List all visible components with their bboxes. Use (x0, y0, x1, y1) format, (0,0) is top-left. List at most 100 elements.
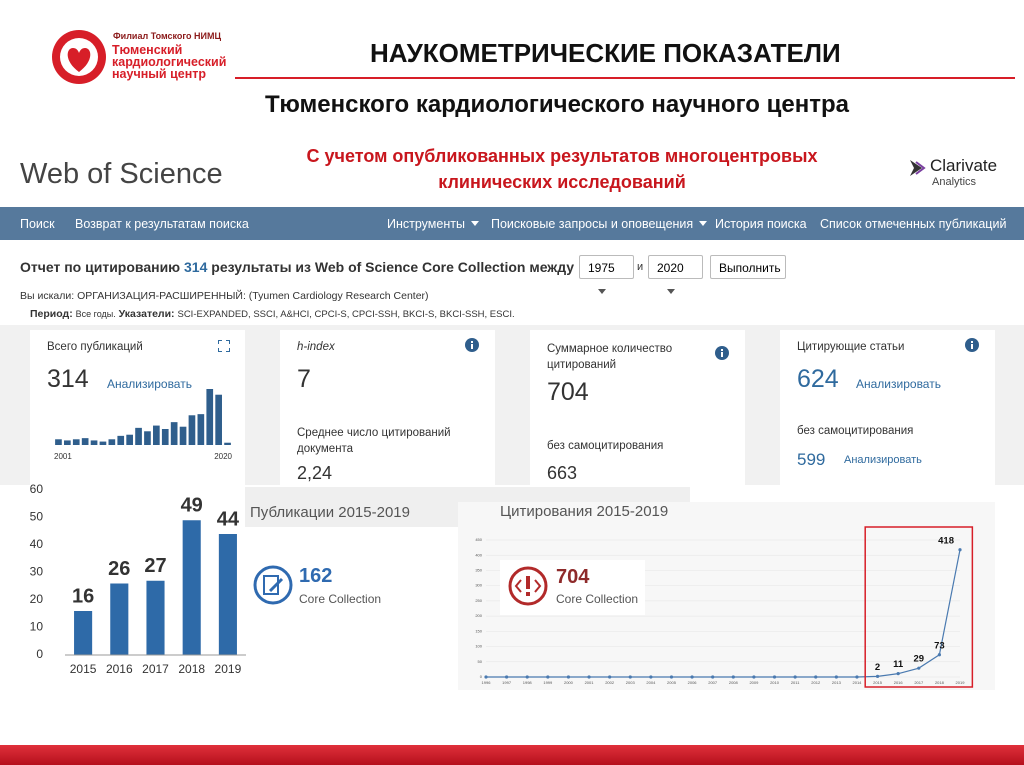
nav-bar: Поиск Возврат к результатам поиска Инстр… (0, 207, 1024, 240)
point (711, 675, 715, 679)
report-line: Отчет по цитированию 314 результаты из W… (20, 259, 574, 275)
info-icon[interactable] (715, 346, 729, 360)
data-label: 44 (217, 508, 240, 530)
y-tick-label: 300 (475, 583, 482, 588)
bar (188, 415, 196, 445)
y-tick-label: 250 (475, 598, 482, 603)
card-link[interactable]: Анализировать (856, 377, 941, 391)
summary-box: 704 Core Collection (500, 560, 645, 615)
card-label: Цитирующие статьи (797, 341, 905, 353)
point (855, 675, 859, 679)
nav-item[interactable]: История поиска (715, 217, 807, 231)
run-button[interactable]: Выполнить (710, 255, 786, 279)
summary-title: Публикации 2015-2019 (250, 504, 410, 521)
searched-value: (Tyumen Cardiology Research Center) (248, 290, 429, 302)
chart-title: Цитирования 2015-2019 (500, 503, 668, 520)
data-label: 11 (893, 659, 904, 670)
data-label: 2 (875, 662, 880, 673)
title: НАУКОМЕТРИЧЕСКИЕ ПОКАЗАТЕЛИ (370, 38, 841, 68)
x-tick-label: 2008 (729, 680, 739, 685)
point (772, 675, 777, 679)
nav-item[interactable]: Поиск (20, 217, 55, 231)
chart: 0 10 20 30 40 50 60 2015 16 2016 26 2017 27 2018 49 201… (30, 482, 246, 676)
searched-field: ОРГАНИЗАЦИЯ-РАСШИРЕННЫЙ: (77, 290, 246, 302)
point (525, 675, 529, 679)
bar (72, 439, 80, 445)
period-value: Все годы. (75, 309, 116, 319)
org-name: Тюменский кардиологический научный центр (112, 43, 226, 81)
period: Период: Все годы. Указатели: SCI-EXPANDE… (30, 308, 515, 320)
point (608, 675, 612, 679)
card-label: Всего публикаций (47, 341, 143, 353)
nav-item[interactable]: Поисковые запросы и оповещения (491, 217, 707, 231)
y-tick-label: 40 (30, 537, 44, 551)
org-line: Тюменский (112, 43, 183, 57)
point (958, 548, 962, 552)
year-from[interactable]: 1975 (579, 255, 634, 279)
bar (64, 440, 71, 445)
nav-item[interactable]: Возврат к результатам поиска (75, 217, 249, 231)
x-tick-label: 2018 (935, 680, 945, 685)
expand-icon[interactable] (218, 340, 230, 352)
vendor-icon (910, 160, 926, 176)
card-sub-link[interactable]: Анализировать (844, 454, 922, 466)
x-tick-label: 1999 (543, 680, 553, 685)
x-tick-label: 2020 (214, 452, 232, 460)
nav-item[interactable]: Список отмеченных публикаций (820, 217, 1007, 231)
year-to[interactable]: 2020 (648, 255, 703, 279)
bar (144, 431, 151, 445)
y-tick-label: 100 (475, 644, 482, 649)
bar (74, 611, 93, 655)
point (587, 675, 591, 679)
x-tick-label: 2005 (667, 680, 677, 685)
footer-band (0, 745, 1024, 765)
point (546, 675, 550, 679)
card: Цитирующие статьи 624 Анализировать без … (780, 330, 995, 485)
card-label: Суммарное количество цитирований (547, 343, 673, 371)
y-tick-label: 30 (30, 565, 44, 579)
period-label: Период: (30, 308, 73, 320)
vendor: Clarivate (930, 156, 998, 175)
y-tick-label: 20 (30, 592, 44, 606)
bar (108, 439, 116, 445)
x-tick-label: 2013 (832, 680, 842, 685)
point (917, 666, 921, 670)
point (752, 675, 756, 679)
card-sub-label: без самоцитирования (547, 440, 664, 452)
y-tick-label: 0 (480, 674, 483, 679)
bar (126, 434, 133, 445)
y-tick-label: 50 (478, 659, 483, 664)
y-tick-label: 50 (30, 510, 44, 524)
index-label: Указатели: (118, 308, 175, 320)
y-tick-label: 200 (475, 613, 482, 618)
card-sub-label: без самоцитирования (797, 425, 914, 437)
bar (182, 520, 201, 655)
info-icon[interactable] (965, 338, 979, 352)
y-tick-label: 350 (475, 568, 482, 573)
point (814, 675, 818, 679)
data-label: 418 (938, 535, 954, 546)
x-tick-label: 2016 (106, 662, 133, 676)
nav-item[interactable]: Инструменты (387, 217, 479, 231)
chart: Цитирования 2015-2019 0 50 100 150 200 250 300 3… (475, 503, 974, 688)
bar (170, 422, 178, 445)
card-value: 7 (297, 365, 311, 393)
note-line: С учетом опубликованных результатов мног… (306, 146, 818, 166)
logo-icon (52, 30, 106, 84)
x-tick-label: 2002 (605, 680, 615, 685)
line (486, 549, 961, 678)
point (669, 675, 674, 679)
bar (161, 429, 169, 445)
x-tick-label: 2000 (564, 680, 574, 685)
searched: Вы искали: ОРГАНИЗАЦИЯ-РАСШИРЕННЫЙ: (Tyu… (20, 290, 429, 302)
info-icon[interactable] (465, 338, 479, 352)
summary-source: Core Collection (556, 592, 639, 606)
bar (99, 441, 107, 445)
report-suffix: результаты из Web of Science Core Collec… (211, 259, 575, 275)
data-label: 27 (144, 555, 166, 577)
and: и (637, 261, 644, 273)
x-tick-label: 2017 (142, 662, 169, 676)
y-tick-label: 0 (36, 647, 43, 661)
card-link[interactable]: Анализировать (107, 377, 192, 391)
